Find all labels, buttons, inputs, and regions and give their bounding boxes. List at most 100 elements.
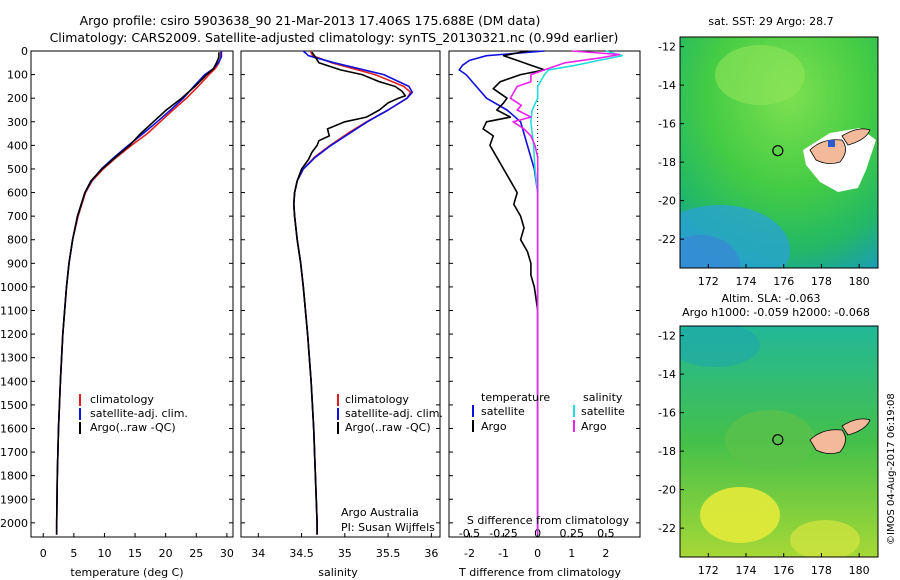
y-tick-label: 0 xyxy=(21,45,28,58)
legend-label-s-satellite: satellite xyxy=(581,405,625,418)
sla-low-patch xyxy=(680,326,760,367)
map-x-tick-label: 172 xyxy=(698,564,719,577)
map-y-tick-label: -14 xyxy=(658,79,676,92)
x-top-tick-label: -0.5 xyxy=(459,527,480,540)
x-tick-label: 15 xyxy=(128,547,142,560)
map-y-tick-label: -20 xyxy=(658,195,676,208)
x-tick-label: 35 xyxy=(338,547,352,560)
plot-frame xyxy=(448,50,641,538)
x-tick-label: 36 xyxy=(424,547,438,560)
sst-map-title: sat. SST: 29 Argo: 28.7 xyxy=(708,15,833,28)
argo-position-marker xyxy=(772,434,784,446)
map-y-tick-label: -12 xyxy=(658,330,676,343)
x-tick-label: 10 xyxy=(97,547,111,560)
salinity-panel: 34 34.5 35 35.5 36 xyxy=(240,50,441,560)
map-y-tick-label: -18 xyxy=(658,445,676,458)
plot-frame xyxy=(240,50,441,538)
legend-label-climatology: climatology xyxy=(345,393,409,406)
y-tick-label: 100 xyxy=(7,69,28,82)
annotation-argo-australia: Argo Australia xyxy=(341,506,419,519)
map-x-tick-label: 178 xyxy=(811,564,832,577)
series-satellite xyxy=(292,50,414,535)
fiji-viti-levu xyxy=(809,429,846,454)
x-tick-label: 25 xyxy=(189,547,203,560)
x-tick-label: -1 xyxy=(498,547,509,560)
map-x-tick-label: 178 xyxy=(811,275,832,288)
series-climatology xyxy=(55,51,222,535)
temperature-legend: climatology satellite-adj. clim. Argo(..… xyxy=(79,393,188,434)
y-tick-label: 500 xyxy=(7,163,28,176)
sla-map: 172 174 176 178 180 -12 -14 -16 -18 -20 -22 xyxy=(658,325,879,577)
series-satellite xyxy=(55,51,223,535)
temperature-xlabel: temperature (deg C) xyxy=(70,566,183,579)
plot-frame xyxy=(30,50,234,538)
map-y-tick-label: -14 xyxy=(658,368,676,381)
series-temperature-argo xyxy=(482,50,546,535)
sst-map-frame xyxy=(679,36,879,269)
x-tick-label: 2 xyxy=(602,547,609,560)
sla-map-frame xyxy=(679,325,879,558)
x-top-tick-label: -0.25 xyxy=(489,527,517,540)
legend-header-temperature: temperature xyxy=(481,391,550,404)
argo-position-marker xyxy=(772,145,784,157)
imos-credit: ©IMOS 04-Aug-2017 06:19:08 xyxy=(886,393,897,545)
sla-map-field xyxy=(680,326,878,557)
series-salinity-argo xyxy=(509,50,621,535)
salinity-xlabel: salinity xyxy=(318,566,358,579)
title-line2: Climatology: CARS2009. Satellite-adjuste… xyxy=(50,30,619,45)
map-y-tick-label: -22 xyxy=(658,233,676,246)
series-argo xyxy=(55,52,220,535)
legend-label-argo: Argo(..raw -QC) xyxy=(345,421,431,434)
y-tick-label: 900 xyxy=(7,257,28,270)
annotation-pi: PI: Susan Wijffels xyxy=(341,521,435,534)
y-tick-label: 800 xyxy=(7,234,28,247)
x-tick-label: 5 xyxy=(70,547,77,560)
sst-warm-patch xyxy=(715,45,805,105)
y-tick-label: 1600 xyxy=(0,422,28,435)
series-salinity-satellite xyxy=(530,50,624,535)
sla-map-title2: Argo h1000: -0.059 h2000: -0.068 xyxy=(682,306,870,319)
legend-label-climatology: climatology xyxy=(90,393,154,406)
sst-pixel xyxy=(828,140,835,147)
x-tick-label: 0 xyxy=(534,547,541,560)
map-y-tick-label: -16 xyxy=(658,118,676,131)
legend-label-t-satellite: satellite xyxy=(481,405,525,418)
legend-label-s-argo: Argo xyxy=(581,420,607,433)
x-tick-label: 20 xyxy=(159,547,173,560)
y-tick-label: 300 xyxy=(7,116,28,129)
y-tick-label: 1900 xyxy=(0,493,28,506)
y-tick-label: 600 xyxy=(7,187,28,200)
map-y-tick-label: -18 xyxy=(658,156,676,169)
x-tick-label: 35.5 xyxy=(376,547,401,560)
salinity-legend: climatology satellite-adj. clim. Argo(..… xyxy=(337,393,443,434)
fiji-viti-levu xyxy=(809,139,846,164)
x-tick-label: 34 xyxy=(251,547,265,560)
map-y-tick-label: -16 xyxy=(658,407,676,420)
map-x-tick-label: 180 xyxy=(849,275,870,288)
x-top-tick-label: 0.5 xyxy=(597,527,615,540)
y-tick-label: 200 xyxy=(7,92,28,105)
map-x-tick-label: 172 xyxy=(698,275,719,288)
y-tick-label: 1700 xyxy=(0,446,28,459)
sst-map: 172 174 176 178 180 -12 -14 -16 -18 -20 -22 xyxy=(658,36,879,288)
sla-high-patch-2 xyxy=(790,520,860,557)
legend-label-satellite: satellite-adj. clim. xyxy=(90,407,188,420)
map-x-tick-label: 176 xyxy=(773,275,794,288)
y-tick-label: 1500 xyxy=(0,399,28,412)
y-tick-label: 1000 xyxy=(0,281,28,294)
x-tick-label: 0 xyxy=(40,547,47,560)
difference-legend: temperature satellite Argo salinity sate… xyxy=(472,391,625,433)
x-tick-label: 1 xyxy=(568,547,575,560)
difference-xlabel: T difference from climatology xyxy=(458,566,621,579)
map-x-tick-label: 174 xyxy=(736,564,757,577)
map-x-tick-label: 176 xyxy=(773,564,794,577)
fiji-vanua-levu xyxy=(841,418,871,436)
sla-map-title1: Altim. SLA: -0.063 xyxy=(721,292,820,305)
sst-map-field xyxy=(680,37,878,268)
y-tick-label: 2000 xyxy=(0,517,28,530)
y-tick-label: 400 xyxy=(7,139,28,152)
legend-label-argo: Argo(..raw -QC) xyxy=(90,421,176,434)
legend-label-t-argo: Argo xyxy=(481,420,507,433)
